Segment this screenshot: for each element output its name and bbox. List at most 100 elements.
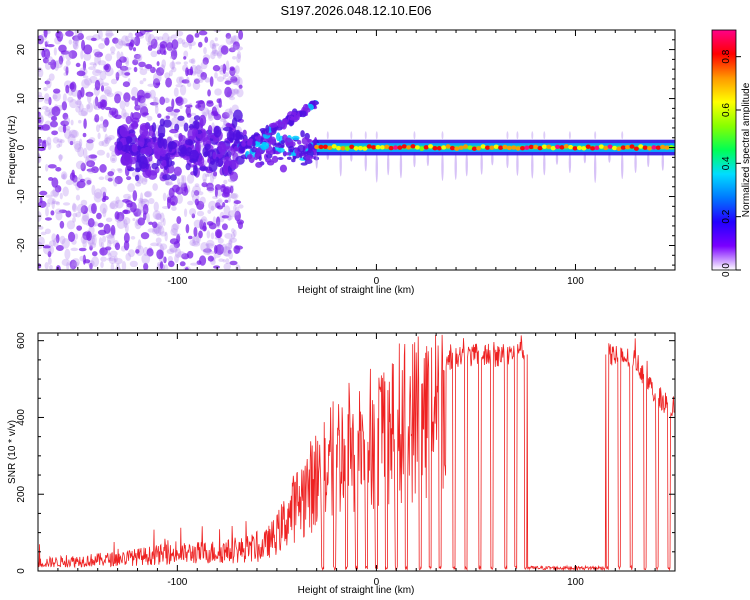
snr-xtick-label: -100 bbox=[167, 577, 187, 588]
spectrogram-noise-cell bbox=[107, 135, 115, 140]
spectrogram-noise-cell bbox=[211, 43, 220, 47]
spectrogram-noise-cell bbox=[155, 213, 162, 221]
spectrogram-noise-cell bbox=[123, 209, 129, 214]
spectrogram-noise-cell bbox=[99, 164, 107, 173]
spectrogram-noise-cell bbox=[122, 81, 131, 88]
spectrogram-noise-cell bbox=[209, 76, 214, 87]
spectrogram-noise-cell bbox=[192, 80, 201, 91]
spectrogram-carrier-peak bbox=[463, 144, 469, 149]
spectrogram-noise-cell bbox=[229, 107, 233, 114]
spectrogram-noise-cell bbox=[121, 64, 125, 75]
spectrogram-core-cell bbox=[116, 141, 123, 151]
spectrogram-noise-cell bbox=[136, 89, 146, 101]
spectrogram-noise-cell bbox=[65, 66, 69, 76]
spectrogram-spoke bbox=[326, 131, 329, 140]
snr-ylabel: SNR (10 * v/v) bbox=[7, 420, 18, 484]
spectrogram-noise-cell bbox=[116, 50, 121, 61]
spectrogram-noise-cell bbox=[206, 109, 210, 115]
spectrogram-noise-cell bbox=[55, 244, 64, 252]
spectrogram-noise-cell bbox=[143, 177, 148, 182]
spectrogram-noise-cell bbox=[234, 65, 240, 75]
spectrogram-noise-cell bbox=[216, 98, 221, 104]
spectrogram-noise-cell bbox=[94, 51, 103, 58]
spectrogram-noise-cell bbox=[69, 259, 77, 270]
spectrogram-noise-cell bbox=[142, 77, 147, 82]
spectrogram-noise-cell bbox=[44, 163, 49, 172]
spectrogram-noise-cell bbox=[143, 262, 149, 270]
spectrogram-noise-cell bbox=[180, 183, 188, 192]
spectrogram-noise-cell bbox=[133, 54, 141, 62]
spectrogram-noise-cell bbox=[225, 32, 232, 39]
spectrogram-noise-cell bbox=[172, 223, 180, 231]
spectrogram-noise-cell bbox=[62, 124, 67, 133]
spectrogram-noise-cell bbox=[228, 239, 233, 250]
spectrogram-spoke bbox=[634, 152, 637, 173]
spectrogram-noise-cell bbox=[143, 191, 152, 198]
spectrogram-noise-cell bbox=[188, 43, 193, 50]
spectrogram-noise-cell bbox=[147, 115, 153, 122]
spectrogram-carrier-peak bbox=[563, 144, 569, 149]
spectrogram-transition-cell bbox=[268, 136, 277, 145]
spectrogram-noise-cell bbox=[115, 72, 120, 78]
spectrogram-core-cell bbox=[141, 130, 151, 139]
spectrogram-noise-cell bbox=[138, 208, 142, 218]
spectrogram-spoke bbox=[413, 152, 416, 168]
spectrogram-noise-cell bbox=[147, 228, 156, 233]
spectrogram-core-cell bbox=[151, 122, 157, 133]
spectrogram-noise-cell bbox=[114, 38, 124, 49]
spectrogram-noise-cell bbox=[65, 210, 72, 218]
spectrogram-noise-cell bbox=[78, 138, 83, 148]
spectrogram-noise-cell bbox=[221, 215, 230, 219]
spectrogram-noise-cell bbox=[207, 112, 214, 122]
spectrogram-noise-cell bbox=[74, 233, 79, 240]
spectrogram-transition-cell bbox=[297, 140, 302, 145]
spectrogram-noise-cell bbox=[190, 189, 195, 198]
spectrogram-noise-cell bbox=[216, 205, 224, 210]
spectrogram-noise-cell bbox=[174, 248, 182, 259]
spectrogram-noise-cell bbox=[160, 64, 166, 73]
spectrogram-core-cell bbox=[168, 141, 173, 153]
spectrogram-noise-cell bbox=[52, 91, 61, 102]
spectrogram-noise-cell bbox=[65, 59, 71, 66]
spectrogram-noise-cell bbox=[227, 210, 237, 218]
spectrogram-noise-cell bbox=[133, 53, 141, 60]
spectrogram-noise-cell bbox=[104, 133, 108, 144]
spectrogram-noise-cell bbox=[202, 221, 207, 231]
spectrogram-noise-cell bbox=[58, 154, 63, 162]
spectrogram-noise-cell bbox=[139, 198, 149, 203]
spectrogram-noise-cell bbox=[76, 203, 85, 214]
spectrogram-noise-cell bbox=[55, 201, 61, 206]
spectrogram-noise-cell bbox=[157, 225, 165, 235]
spectrogram-noise-cell bbox=[149, 66, 156, 74]
spectrogram-noise-cell bbox=[218, 258, 224, 262]
spectrogram-noise-cell bbox=[105, 217, 113, 223]
spectrogram-noise-cell bbox=[41, 140, 47, 150]
spectrogram-noise-cell bbox=[80, 199, 88, 207]
spectrogram-noise-cell bbox=[217, 238, 224, 244]
spectrogram-noise-cell bbox=[38, 200, 47, 208]
spectrogram-noise-cell bbox=[173, 87, 179, 97]
spectrogram-noise-cell bbox=[107, 177, 113, 182]
spectrogram-noise-cell bbox=[78, 119, 82, 124]
spectrogram-noise-cell bbox=[171, 98, 175, 109]
spectrogram-carrier-peak bbox=[436, 146, 442, 151]
spectrogram-noise-cell bbox=[171, 60, 175, 71]
spectrogram-noise-cell bbox=[74, 30, 83, 37]
spectrogram-core-cell bbox=[204, 143, 211, 151]
spectrogram-noise-cell bbox=[75, 194, 81, 201]
spectrogram-noise-cell bbox=[76, 97, 82, 109]
spectrogram-spoke bbox=[491, 152, 494, 166]
spectrogram-noise-cell bbox=[106, 92, 114, 98]
spectrogram-noise-cell bbox=[65, 50, 73, 61]
spectrogram-noise-cell bbox=[38, 225, 44, 230]
spectrogram-carrier-peak bbox=[445, 144, 451, 149]
spectrogram-noise-cell bbox=[132, 190, 138, 202]
spectrogram-carrier-peak bbox=[397, 145, 403, 150]
spectrogram-noise-cell bbox=[86, 160, 96, 168]
spectrogram-spoke bbox=[516, 152, 519, 176]
spectrogram-noise-cell bbox=[223, 179, 228, 185]
spectrogram-noise-cell bbox=[86, 154, 92, 162]
spectrogram-noise-cell bbox=[67, 133, 76, 145]
spectrogram-noise-cell bbox=[234, 210, 241, 222]
spectrogram-noise-cell bbox=[216, 50, 223, 59]
